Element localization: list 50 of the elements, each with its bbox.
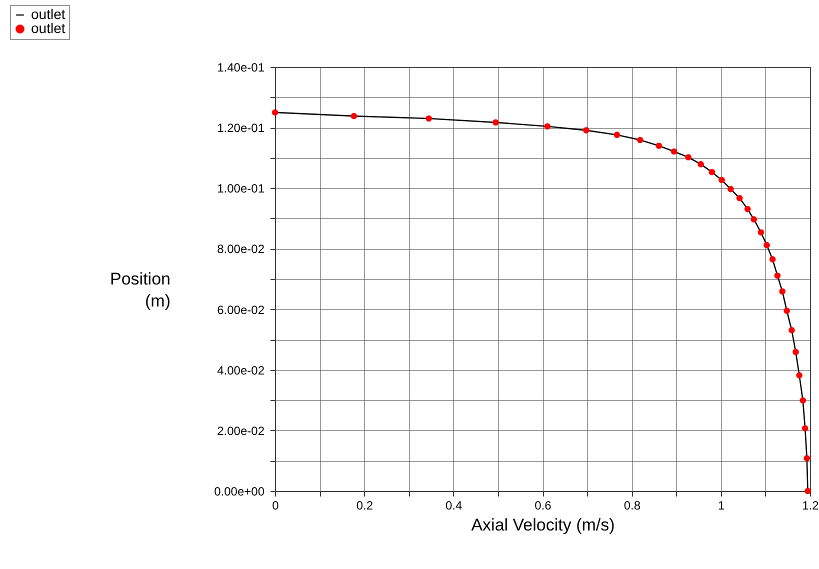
point [698,161,704,168]
point [272,109,278,116]
point [614,132,620,138]
point [718,176,725,184]
y-axis-title: Position (m) [110,270,170,310]
x-tick-label: 0.8 [624,498,641,512]
point [802,425,808,432]
point [774,272,781,279]
point [769,256,776,262]
legend-label: outlet [31,6,66,22]
x-tick-label: 0.6 [534,498,552,512]
point [779,288,786,295]
point [744,206,751,212]
y-tick-label: 2.00e-02 [217,424,265,438]
point [750,216,757,222]
point [796,372,802,378]
y-tick-label: 8.00e-02 [217,242,265,256]
point [636,136,644,144]
point [492,119,499,126]
point [804,488,811,494]
x-axis-title: Axial Velocity (m/s) [471,516,615,534]
point [670,148,678,155]
point [792,348,799,356]
point [685,154,692,160]
point [583,127,590,134]
point [736,194,743,202]
y-tick-label: 1.00e-01 [217,182,265,196]
x-tick-label: 0.4 [445,498,462,512]
point [764,242,770,248]
y-tick-label: 1.40e-01 [217,60,265,74]
y-tick-label: 6.00e-02 [217,302,265,317]
point [758,229,764,236]
x-tick-label: 0.2 [356,498,374,512]
x-tick-label: 0 [272,498,280,512]
point [800,397,806,404]
y-tick-label: 1.20e-01 [217,121,265,136]
legend-label: outlet [31,20,66,36]
point [727,186,734,192]
x-tick-label: 1.2 [802,498,819,512]
point [784,308,790,314]
point [708,168,716,176]
y-tick-label: 4.00e-02 [217,363,265,378]
point [788,327,795,334]
point [656,142,662,149]
y-tick-label: 0.00e+00 [214,484,265,498]
point [544,123,551,130]
point [350,112,358,120]
point [804,455,810,462]
x-tick-label: 1 [718,498,725,512]
point [426,115,432,122]
